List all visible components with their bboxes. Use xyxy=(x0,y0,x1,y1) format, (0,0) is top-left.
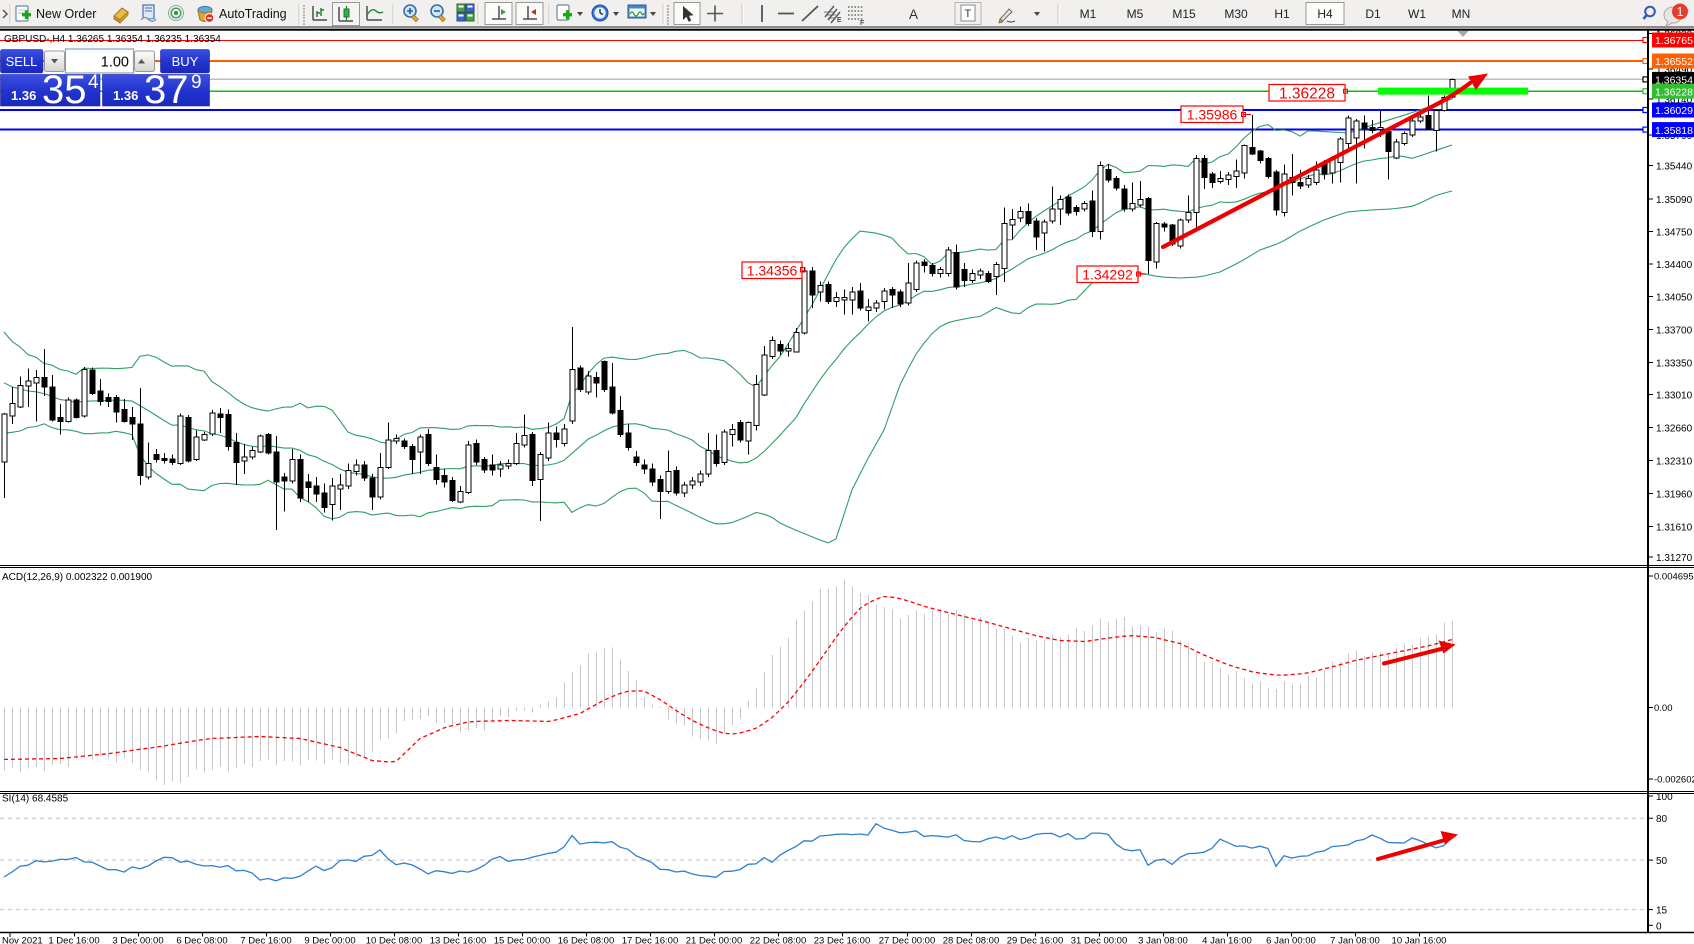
svg-text:4: 4 xyxy=(88,72,99,93)
svg-text:ACD(12,26,9) 0.002322 0.001900: ACD(12,26,9) 0.002322 0.001900 xyxy=(2,572,153,583)
svg-text:A: A xyxy=(909,7,918,22)
svg-text:4 Jan 16:00: 4 Jan 16:00 xyxy=(1202,936,1252,944)
svg-text:1.35986: 1.35986 xyxy=(1187,106,1238,122)
svg-text:1.34750: 1.34750 xyxy=(1656,228,1693,239)
svg-text:T: T xyxy=(965,8,972,20)
svg-text:M15: M15 xyxy=(1172,7,1196,21)
svg-text:1.33010: 1.33010 xyxy=(1656,391,1693,402)
svg-text:1.36029: 1.36029 xyxy=(1655,105,1693,117)
svg-text:7 Dec 16:00: 7 Dec 16:00 xyxy=(240,936,291,944)
svg-text:50: 50 xyxy=(1656,856,1668,867)
svg-text:1.36354: 1.36354 xyxy=(1655,75,1693,87)
svg-text:15 Dec 00:00: 15 Dec 00:00 xyxy=(494,936,551,944)
svg-text:21 Dec 00:00: 21 Dec 00:00 xyxy=(686,936,743,944)
svg-text:1.33700: 1.33700 xyxy=(1656,326,1693,337)
svg-text:27 Dec 00:00: 27 Dec 00:00 xyxy=(879,936,936,944)
svg-text:6 Dec 08:00: 6 Dec 08:00 xyxy=(176,936,227,944)
svg-text:MN: MN xyxy=(1452,7,1471,21)
svg-text:10 Jan 16:00: 10 Jan 16:00 xyxy=(1392,936,1447,944)
svg-text:H1: H1 xyxy=(1274,7,1290,21)
svg-text:SELL: SELL xyxy=(6,54,38,69)
svg-text:1.36490: 1.36490 xyxy=(1656,65,1693,76)
svg-text:W1: W1 xyxy=(1408,7,1426,21)
svg-text:3 Dec 00:00: 3 Dec 00:00 xyxy=(112,936,163,944)
svg-text:1.36228: 1.36228 xyxy=(1655,86,1693,98)
svg-text:23 Dec 16:00: 23 Dec 16:00 xyxy=(814,936,871,944)
svg-text:1.33350: 1.33350 xyxy=(1656,359,1693,370)
svg-text:9: 9 xyxy=(191,72,202,93)
svg-text:H4: H4 xyxy=(1317,7,1333,21)
svg-text:1.36: 1.36 xyxy=(11,88,36,103)
svg-text:1.34400: 1.34400 xyxy=(1656,260,1693,271)
svg-text:0: 0 xyxy=(1656,921,1662,932)
svg-text:1.35818: 1.35818 xyxy=(1655,125,1693,137)
svg-text:1 Dec 16:00: 1 Dec 16:00 xyxy=(48,936,99,944)
svg-text:1.36: 1.36 xyxy=(113,88,138,103)
svg-text:1.31610: 1.31610 xyxy=(1656,523,1693,534)
svg-text:13 Dec 16:00: 13 Dec 16:00 xyxy=(430,936,487,944)
svg-text:GBPUSD-,H4 1.36265 1.36354 1.: GBPUSD-,H4 1.36265 1.36354 1.36235 1.363… xyxy=(4,34,221,45)
svg-text:1.32310: 1.32310 xyxy=(1656,457,1693,468)
svg-text:7 Jan 08:00: 7 Jan 08:00 xyxy=(1330,936,1380,944)
svg-text:1.36552: 1.36552 xyxy=(1655,56,1693,68)
svg-text:6 Jan 00:00: 6 Jan 00:00 xyxy=(1266,936,1316,944)
svg-text:29 Dec 16:00: 29 Dec 16:00 xyxy=(1007,936,1064,944)
svg-text:100: 100 xyxy=(1656,792,1673,803)
svg-text:9 Dec 00:00: 9 Dec 00:00 xyxy=(304,936,355,944)
svg-text:M1: M1 xyxy=(1080,7,1097,21)
svg-text:37: 37 xyxy=(144,68,189,112)
svg-text:AutoTrading: AutoTrading xyxy=(219,7,287,21)
svg-text:10 Dec 08:00: 10 Dec 08:00 xyxy=(366,936,423,944)
svg-text:17 Dec 16:00: 17 Dec 16:00 xyxy=(622,936,679,944)
svg-text:15: 15 xyxy=(1656,906,1668,917)
svg-text:1.00: 1.00 xyxy=(101,55,129,71)
svg-text:M5: M5 xyxy=(1127,7,1144,21)
svg-text:BUY: BUY xyxy=(172,54,199,69)
svg-text:1.31270: 1.31270 xyxy=(1656,553,1693,564)
svg-text:0.004695: 0.004695 xyxy=(1654,572,1694,583)
svg-text:1.32660: 1.32660 xyxy=(1656,424,1693,435)
svg-text:1.35440: 1.35440 xyxy=(1656,162,1693,173)
svg-text:1.34356: 1.34356 xyxy=(747,262,798,278)
svg-text:1: 1 xyxy=(1677,5,1684,19)
svg-text:35: 35 xyxy=(42,68,87,112)
svg-text:1.36765: 1.36765 xyxy=(1655,35,1693,47)
svg-text:16 Dec 08:00: 16 Dec 08:00 xyxy=(558,936,615,944)
svg-text:F: F xyxy=(860,20,864,27)
svg-text:SI(14) 68.4585: SI(14) 68.4585 xyxy=(2,794,69,805)
svg-text:1.34292: 1.34292 xyxy=(1082,266,1133,282)
svg-text:M30: M30 xyxy=(1224,7,1248,21)
svg-text:E: E xyxy=(837,17,842,24)
svg-text:0.00: 0.00 xyxy=(1654,703,1673,714)
svg-text:1.35090: 1.35090 xyxy=(1656,195,1693,206)
svg-text:22 Dec 08:00: 22 Dec 08:00 xyxy=(750,936,807,944)
svg-text:80: 80 xyxy=(1656,814,1668,825)
svg-text:1.36228: 1.36228 xyxy=(1279,85,1335,102)
svg-text:3 Jan 08:00: 3 Jan 08:00 xyxy=(1138,936,1188,944)
svg-text:1.36140: 1.36140 xyxy=(1656,95,1693,106)
svg-text:Nov 2021: Nov 2021 xyxy=(2,936,43,944)
svg-text:D1: D1 xyxy=(1365,7,1381,21)
svg-text:New Order: New Order xyxy=(36,7,96,21)
svg-text:28 Dec 08:00: 28 Dec 08:00 xyxy=(943,936,1000,944)
svg-text:1.34050: 1.34050 xyxy=(1656,293,1693,304)
svg-text:1.31960: 1.31960 xyxy=(1656,490,1693,501)
svg-text:-0.002602: -0.002602 xyxy=(1654,775,1694,786)
svg-text:31 Dec 00:00: 31 Dec 00:00 xyxy=(1071,936,1128,944)
